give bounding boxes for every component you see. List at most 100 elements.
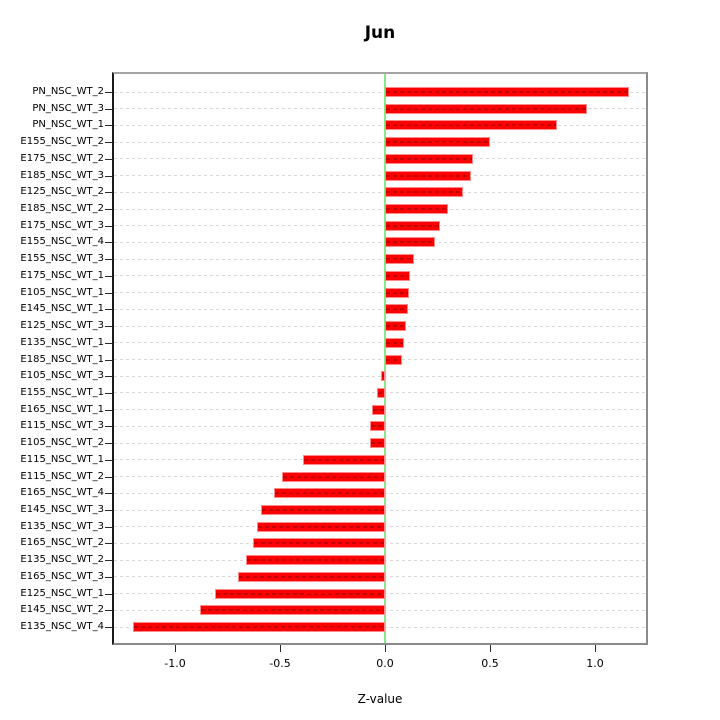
y-axis-tick (105, 426, 112, 428)
y-axis-tick (105, 560, 112, 562)
y-axis-tick (105, 125, 112, 127)
gridline (114, 225, 646, 227)
bar-PN_NSC_WT_3 (385, 103, 587, 114)
y-axis-label: E135_NSC_WT_3 (20, 520, 104, 532)
y-axis-tick (105, 292, 112, 294)
x-axis-tick-label: -0.5 (269, 657, 291, 670)
bar-E165_NSC_WT_2 (252, 538, 385, 549)
y-axis-label: E145_NSC_WT_2 (20, 604, 104, 616)
y-axis-tick (105, 409, 112, 411)
bar-E145_NSC_WT_2 (200, 605, 385, 616)
y-axis-label: E125_NSC_WT_1 (20, 587, 104, 599)
bar-E135_NSC_WT_3 (256, 521, 385, 532)
gridline (114, 141, 646, 143)
y-axis-label: E185_NSC_WT_1 (20, 353, 104, 365)
bar-E155_NSC_WT_2 (385, 137, 490, 148)
y-axis-label: E105_NSC_WT_1 (20, 286, 104, 298)
y-axis-tick (105, 610, 112, 612)
bar-E145_NSC_WT_3 (261, 505, 385, 515)
gridline (114, 91, 646, 93)
gridline (114, 158, 646, 160)
y-axis-label: E155_NSC_WT_1 (20, 386, 104, 398)
y-axis-tick (105, 259, 112, 261)
y-axis-tick (105, 92, 112, 93)
y-axis-label: E165_NSC_WT_4 (20, 487, 104, 499)
y-axis-label: E115_NSC_WT_3 (20, 420, 104, 432)
gridline (114, 359, 646, 361)
gridline (114, 308, 646, 310)
bar-E165_NSC_WT_3 (238, 571, 385, 582)
gridline (114, 342, 646, 344)
bar-E115_NSC_WT_3 (370, 421, 385, 432)
bar-E115_NSC_WT_2 (282, 471, 385, 482)
gridline (114, 375, 646, 377)
x-axis-title: Z-value (357, 692, 403, 706)
x-axis-tick-label: 1.0 (586, 657, 604, 670)
bar-E155_NSC_WT_1 (376, 387, 385, 398)
y-axis-label: E175_NSC_WT_2 (20, 152, 104, 164)
y-axis-label: E135_NSC_WT_1 (20, 336, 104, 348)
bar-E155_NSC_WT_4 (385, 237, 436, 248)
bar-E135_NSC_WT_1 (385, 337, 404, 348)
chart-title: Jun (364, 23, 396, 43)
y-axis-tick (105, 309, 112, 311)
y-axis-tick (105, 510, 112, 511)
x-axis-tick-label: 0.0 (376, 657, 394, 670)
gridline (114, 258, 646, 260)
bar-E135_NSC_WT_2 (246, 555, 385, 566)
bar-E115_NSC_WT_1 (303, 454, 385, 465)
bar-E185_NSC_WT_1 (385, 354, 402, 365)
y-axis-label: E105_NSC_WT_3 (20, 370, 104, 382)
bar-E155_NSC_WT_3 (385, 254, 415, 265)
y-axis-label: E135_NSC_WT_2 (20, 554, 104, 566)
x-axis-tick-labels: -1.0 -0.5 0.0 0.5 1.0 (114, 657, 646, 673)
bar-E125_NSC_WT_2 (385, 187, 463, 198)
gridline (114, 108, 646, 110)
bar-E125_NSC_WT_1 (214, 588, 385, 599)
gridline (114, 175, 646, 177)
y-axis-tick (105, 225, 112, 227)
y-axis-label: E155_NSC_WT_4 (20, 236, 104, 248)
y-axis-label: E145_NSC_WT_3 (20, 504, 104, 515)
y-axis-tick (105, 175, 112, 177)
y-axis-tick (105, 326, 112, 328)
y-axis-tick (105, 443, 112, 445)
y-axis-label: E125_NSC_WT_2 (20, 186, 104, 198)
bar-E165_NSC_WT_1 (372, 404, 385, 415)
y-axis-tick (105, 627, 112, 629)
y-axis-tick (105, 459, 112, 461)
y-axis-tick (105, 108, 112, 110)
y-axis-tick (105, 242, 112, 244)
y-axis-label: E105_NSC_WT_2 (20, 437, 104, 449)
gridline (114, 208, 646, 210)
y-axis-tick (105, 209, 112, 211)
y-axis-label: E165_NSC_WT_1 (20, 403, 104, 415)
gridline (114, 275, 646, 277)
y-axis-tick (105, 158, 112, 160)
y-axis-tick (105, 476, 112, 478)
y-axis-tick (105, 359, 112, 361)
y-axis-tick (105, 275, 112, 277)
y-axis-tick (105, 376, 112, 378)
plot-area (105, 72, 648, 652)
bar-E185_NSC_WT_2 (385, 204, 448, 215)
y-axis-label: PN_NSC_WT_2 (32, 86, 104, 97)
x-axis-tick (385, 645, 386, 652)
y-axis-tick (105, 543, 112, 545)
gridline (114, 325, 646, 327)
y-axis-label: E135_NSC_WT_4 (20, 621, 104, 633)
x-axis-tick (490, 645, 491, 652)
bar-E175_NSC_WT_2 (385, 153, 474, 164)
y-axis-label: E175_NSC_WT_3 (20, 219, 104, 231)
y-axis-label: E165_NSC_WT_3 (20, 570, 104, 582)
y-axis-label: E115_NSC_WT_1 (20, 453, 104, 465)
bar-E185_NSC_WT_3 (385, 170, 472, 181)
bar-E175_NSC_WT_3 (385, 220, 440, 231)
bar-PN_NSC_WT_2 (385, 87, 629, 97)
y-axis-label: E185_NSC_WT_3 (20, 169, 104, 181)
y-axis-label: E175_NSC_WT_1 (20, 269, 104, 281)
y-axis-label: E185_NSC_WT_2 (20, 203, 104, 215)
bar-E105_NSC_WT_1 (385, 287, 410, 298)
x-axis-tick (175, 645, 176, 652)
